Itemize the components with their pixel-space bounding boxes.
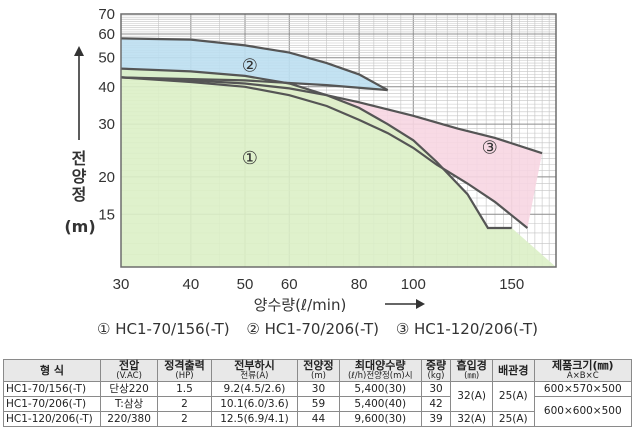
y-tick-label: 70: [98, 6, 115, 23]
x-axis-label: 양수량(ℓ/min): [254, 296, 347, 314]
cell-suction: 32(A): [450, 381, 493, 412]
cell-flow: 5,400(30): [338, 381, 422, 397]
cell-size: 600×570×500: [533, 381, 633, 397]
header-weight: 중량 (kg): [420, 359, 452, 382]
cell-voltage: 단상220: [99, 381, 159, 397]
table-row: HC1-70/206(-T) T:삼상 2 10.1(6.0/3.6) 59 5…: [3, 396, 633, 427]
y-axis-arrow-head: [74, 46, 84, 56]
region-fill-3: [121, 68, 556, 268]
cell-model: HC1-70/206(-T): [3, 396, 101, 412]
cell-pipe: 25(A): [491, 381, 535, 412]
region-label-2: ③: [482, 137, 498, 158]
header-head: 전양정 (m): [297, 359, 340, 382]
cell-weight: 30: [420, 381, 452, 397]
y-tick-label: 60: [98, 26, 115, 43]
chart-legend: ① HC1-70/156(-T) ② HC1-70/206(-T) ③ HC1-…: [0, 320, 635, 338]
legend-item-2: ② HC1-70/206(-T): [246, 320, 380, 338]
cell-hp: 2: [157, 396, 212, 412]
y-label-char-1: 전: [71, 149, 87, 168]
y-tick-label: 20: [98, 169, 115, 186]
table-row: HC1-70/156(-T) 단상220 1.5 9.2(4.5/2.6) 30…: [3, 381, 633, 412]
header-current: 전부하시 전류(A): [210, 359, 299, 382]
region-label-3: ①: [242, 148, 258, 169]
cell-voltage: T:삼상: [99, 396, 159, 412]
header-voltage: 전압 (V.AC): [99, 359, 159, 382]
cell-current: 12.5(6.9/4.1): [210, 411, 299, 427]
header-size: 제품크기(㎜) A×B×C: [533, 359, 633, 382]
header-model: 형 식: [3, 359, 101, 382]
header-pipe: 배관경: [491, 359, 535, 382]
cell-suction: 32(A): [450, 411, 493, 427]
y-tick-label: 50: [98, 50, 115, 67]
legend-item-1: ① HC1-70/156(-T): [97, 320, 230, 338]
legend-item-3: ③ HC1-120/206(-T): [395, 320, 538, 338]
y-axis-unit: (m): [64, 217, 96, 236]
x-tick-label: 80: [351, 276, 368, 293]
cell-weight: 42: [420, 396, 452, 412]
x-tick-label: 60: [281, 276, 298, 293]
pump-curve-chart: ② ③ ① 30 40 50 60 80 100 150 15 20 30 40 50 60 70 양수량(ℓ/m…: [74, 6, 557, 314]
cell-model: HC1-120/206(-T): [3, 411, 101, 427]
plot-border: [120, 13, 557, 268]
cell-pipe: 25(A): [491, 411, 535, 427]
x-tick-label: 40: [182, 276, 199, 293]
y-tick-label: 40: [98, 79, 115, 96]
cell-head: 30: [297, 381, 340, 397]
header-suction: 흡입경 (㎜): [450, 359, 493, 382]
y-axis-label: 전 양 정: [70, 150, 88, 204]
header-output: 정격출력 (HP): [157, 359, 212, 382]
cell-flow: 9,600(30): [338, 411, 422, 427]
curve-upper-3: [120, 67, 512, 230]
cell-head: 59: [297, 396, 340, 412]
cell-model: HC1-70/156(-T): [3, 381, 101, 397]
x-tick-label: 50: [237, 276, 254, 293]
x-tick-label: 150: [499, 276, 524, 293]
cell-voltage: 220/380: [99, 411, 159, 427]
header-max-flow: 최대양수량 (ℓ/h)전양정(m)시: [338, 359, 422, 382]
y-label-char-3: 정: [71, 185, 87, 204]
y-label-char-2: 양: [71, 167, 87, 186]
x-tick-label: 100: [401, 276, 426, 293]
x-axis-arrow-head: [416, 299, 425, 309]
cell-weight: 39: [420, 411, 452, 427]
spec-table-header-row: 형 식 전압 (V.AC) 정격출력 (HP) 전부하시 전류(A) 전양정 (m) 최…: [3, 359, 633, 382]
x-tick-label: 30: [113, 276, 130, 293]
y-tick-label: 15: [98, 206, 115, 223]
table-row: HC1-120/206(-T) 220/380 2 12.5(6.9/4.1) …: [3, 411, 632, 427]
curve-upper-1: [120, 76, 543, 155]
curve-lower-1: [120, 76, 529, 229]
cell-hp: 2: [157, 411, 212, 427]
cell-hp: 1.5: [157, 381, 212, 397]
cell-current: 9.2(4.5/2.6): [210, 381, 299, 397]
y-tick-label: 30: [98, 116, 115, 133]
curve-upper-2: [120, 37, 389, 92]
cell-current: 10.1(6.0/3.6): [210, 396, 299, 412]
cell-head: 44: [297, 411, 340, 427]
cell-size: 600×600×500: [533, 396, 633, 427]
cell-flow: 5,400(40): [338, 396, 422, 412]
region-label-1: ②: [242, 55, 258, 76]
spec-table: 형 식 전압 (V.AC) 정격출력 (HP) 전부하시 전류(A) 전양정 (m) 최…: [3, 359, 633, 427]
